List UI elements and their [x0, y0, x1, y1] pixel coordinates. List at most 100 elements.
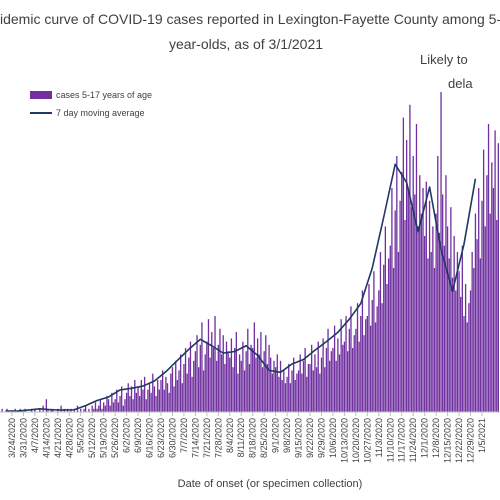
bar: [369, 325, 372, 412]
bar: [412, 156, 414, 412]
x-tick-label: 9/29/2020: [316, 418, 326, 458]
bar: [417, 226, 419, 412]
bar: [107, 399, 110, 412]
bar: [148, 383, 151, 412]
bar: [291, 370, 293, 412]
bar: [456, 252, 459, 412]
bar: [297, 370, 300, 412]
bar: [309, 364, 311, 412]
bar: [306, 376, 308, 412]
bar: [196, 335, 198, 412]
bar: [268, 344, 270, 412]
bar: [347, 351, 349, 412]
bar: [150, 392, 152, 412]
bar: [450, 207, 452, 412]
bar: [401, 172, 403, 412]
annotation: dela: [448, 76, 473, 91]
bar: [39, 408, 41, 412]
bar: [453, 236, 455, 412]
bar: [253, 322, 255, 412]
bar: [129, 396, 131, 412]
bar: [497, 143, 500, 412]
bar: [299, 354, 301, 412]
x-tick-label: 7/7/2020: [179, 418, 189, 453]
bar: [220, 354, 223, 412]
bar: [147, 389, 149, 412]
bar: [435, 213, 437, 412]
bar: [247, 328, 249, 412]
x-tick-label: 4/7/2020: [30, 418, 40, 453]
bar: [145, 399, 147, 412]
bar: [124, 399, 126, 412]
x-tick-label: 12/29/2020: [466, 418, 476, 463]
bar: [211, 332, 213, 412]
x-tick-label: 4/14/2020: [41, 418, 51, 458]
bar: [157, 380, 159, 412]
bar: [229, 357, 231, 412]
bar: [476, 239, 478, 412]
x-tick-label: 10/20/2020: [351, 418, 361, 463]
bar: [397, 252, 400, 412]
bar: [446, 226, 449, 412]
bar: [165, 376, 167, 412]
bar: [248, 364, 251, 412]
bar: [491, 162, 493, 412]
bar: [255, 357, 257, 412]
bar: [243, 370, 246, 412]
x-tick-label: 6/30/2020: [167, 418, 177, 458]
bar: [361, 290, 364, 412]
bar: [358, 341, 360, 412]
bar: [135, 392, 138, 412]
bar: [189, 341, 192, 412]
bar: [489, 213, 491, 412]
bar: [83, 408, 85, 412]
bar: [296, 373, 298, 412]
bar: [379, 252, 382, 412]
legend-swatch: [30, 91, 52, 99]
bar: [466, 322, 468, 412]
bar: [486, 175, 488, 412]
x-tick-label: 3/24/2020: [7, 418, 17, 458]
bar: [168, 392, 170, 412]
bar: [132, 399, 134, 412]
bar: [278, 376, 280, 412]
bar: [327, 328, 329, 412]
bar: [317, 341, 319, 412]
bar: [119, 396, 121, 412]
bar: [158, 389, 161, 412]
bar: [410, 207, 413, 412]
bar: [142, 389, 144, 412]
bar: [345, 316, 347, 412]
bar: [438, 232, 441, 412]
bar: [394, 210, 396, 412]
bar: [140, 380, 142, 412]
bar: [116, 389, 118, 412]
bar: [288, 364, 290, 412]
bar: [494, 130, 496, 412]
bar: [294, 380, 296, 412]
bar: [389, 245, 391, 412]
bar: [91, 405, 93, 412]
bar: [121, 386, 123, 412]
x-tick-label: 12/8/2020: [431, 418, 441, 458]
bar: [482, 149, 485, 412]
legend-label: 7 day moving average: [56, 108, 145, 118]
bar: [161, 370, 164, 412]
bar: [153, 386, 156, 412]
bar: [114, 399, 116, 412]
x-tick-label: 9/1/2020: [271, 418, 281, 453]
bar: [340, 319, 342, 412]
bar: [227, 351, 229, 412]
bar: [461, 245, 463, 412]
bar: [234, 348, 236, 412]
x-tick-label: 11/3/2020: [374, 418, 384, 457]
bar: [396, 156, 398, 412]
bar: [492, 188, 495, 412]
x-tick-label: 3/31/2020: [18, 418, 28, 458]
bar: [80, 408, 82, 412]
x-tick-label: 5/5/2020: [76, 418, 86, 453]
x-tick-label: 5/19/2020: [99, 418, 109, 458]
bar: [34, 408, 36, 412]
bar: [204, 354, 206, 412]
bar: [232, 367, 234, 412]
